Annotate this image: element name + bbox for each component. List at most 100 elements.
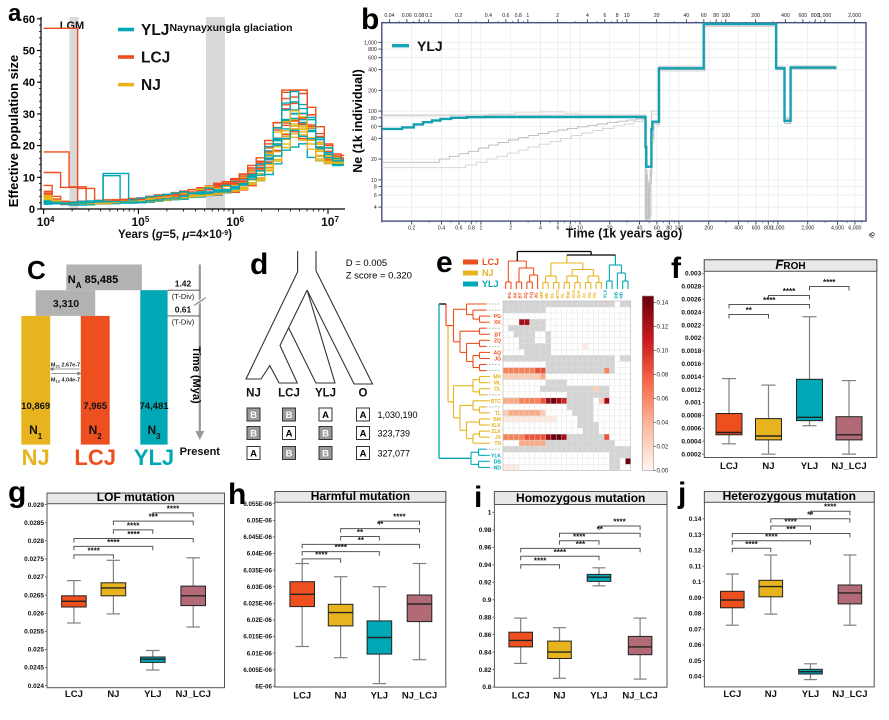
svg-text:10,869: 10,869 — [21, 401, 50, 412]
svg-text:323,739: 323,739 — [378, 429, 411, 439]
svg-text:fb: fb — [868, 231, 877, 240]
svg-text:0.94: 0.94 — [479, 562, 492, 569]
svg-text:ZQ: ZQ — [523, 292, 528, 299]
svg-text:b: b — [361, 3, 379, 36]
svg-text:800: 800 — [811, 13, 820, 19]
svg-text:YLJ: YLJ — [590, 691, 607, 702]
svg-text:0.4: 0.4 — [485, 13, 492, 19]
svg-text:0.027: 0.027 — [28, 574, 45, 581]
svg-text:6.05E-06: 6.05E-06 — [247, 518, 273, 525]
svg-text:PG: PG — [494, 314, 501, 320]
svg-text:DB: DB — [494, 459, 502, 465]
svg-text:g: g — [8, 476, 26, 509]
svg-text:2: 2 — [556, 13, 559, 19]
svg-text:**: ** — [807, 510, 814, 519]
svg-text:B: B — [322, 429, 329, 440]
svg-text:YLJ: YLJ — [482, 279, 499, 289]
svg-text:****: **** — [534, 556, 547, 565]
svg-text:Present: Present — [180, 446, 221, 458]
svg-text:20: 20 — [23, 141, 35, 153]
svg-text:0.07: 0.07 — [689, 626, 702, 633]
svg-text:0.1: 0.1 — [425, 13, 432, 19]
svg-text:A: A — [360, 429, 367, 440]
svg-text:0.0014: 0.0014 — [681, 374, 701, 381]
svg-text:YLJ: YLJ — [801, 461, 818, 472]
svg-text:0.61: 0.61 — [175, 305, 192, 315]
svg-text:0.003: 0.003 — [685, 271, 702, 278]
svg-text:0.026: 0.026 — [28, 610, 45, 617]
svg-text:****: **** — [765, 532, 778, 541]
svg-text:0.1: 0.1 — [692, 579, 701, 586]
svg-text:0.0018: 0.0018 — [681, 348, 701, 355]
svg-text:0.9: 0.9 — [482, 597, 491, 604]
svg-text:AQ: AQ — [494, 350, 502, 356]
svg-text:40: 40 — [684, 13, 690, 19]
svg-text:0.8: 0.8 — [482, 684, 491, 691]
svg-text:0.2: 0.2 — [408, 226, 415, 232]
svg-text:6E-06: 6E-06 — [255, 684, 272, 691]
svg-text:O: O — [359, 388, 368, 400]
svg-text:8: 8 — [374, 185, 377, 191]
svg-text:****: **** — [87, 546, 100, 555]
svg-text:1: 1 — [488, 510, 492, 517]
svg-text:6.015E-06: 6.015E-06 — [243, 634, 272, 641]
svg-text:104: 104 — [37, 215, 55, 230]
svg-text:60: 60 — [371, 124, 377, 130]
svg-text:0.96: 0.96 — [479, 545, 492, 552]
svg-text:XLK: XLK — [571, 289, 576, 299]
svg-text:6.005E-06: 6.005E-06 — [243, 667, 272, 674]
svg-text:LCJ: LCJ — [293, 691, 311, 702]
svg-text:MR: MR — [493, 375, 501, 381]
svg-text:A: A — [360, 449, 367, 460]
svg-text:NJ: NJ — [482, 268, 494, 278]
svg-text:30: 30 — [23, 109, 35, 121]
svg-text:ND: ND — [619, 291, 624, 298]
svg-text:20: 20 — [607, 226, 613, 232]
svg-text:80: 80 — [713, 13, 719, 19]
svg-text:NJ: NJ — [107, 689, 119, 700]
svg-text:6.045E-06: 6.045E-06 — [243, 534, 272, 541]
svg-text:**: ** — [597, 525, 604, 534]
svg-text:****: **** — [167, 504, 180, 513]
svg-text:****: **** — [393, 513, 406, 522]
svg-text:0.12: 0.12 — [657, 325, 669, 331]
svg-text:6: 6 — [374, 193, 377, 199]
svg-text:BT: BT — [494, 332, 501, 338]
svg-text:0.04: 0.04 — [689, 674, 702, 681]
svg-text:10: 10 — [371, 178, 377, 184]
svg-text:MR: MR — [539, 291, 544, 299]
svg-text:0.82: 0.82 — [479, 667, 492, 674]
svg-text:Homozygous mutation: Homozygous mutation — [516, 491, 645, 505]
svg-text:0.4: 0.4 — [438, 226, 445, 232]
svg-text:****: **** — [745, 540, 758, 549]
svg-text:YLJ: YLJ — [371, 691, 388, 702]
svg-text:YLJ: YLJ — [802, 689, 819, 700]
svg-text:NJ_LCJ: NJ_LCJ — [831, 461, 866, 472]
svg-text:0.0008: 0.0008 — [681, 413, 701, 420]
svg-text:40: 40 — [371, 136, 377, 142]
svg-text:4: 4 — [374, 205, 377, 211]
svg-text:0.6: 0.6 — [502, 13, 509, 19]
svg-text:0.04: 0.04 — [657, 421, 669, 427]
svg-text:JG: JG — [494, 357, 501, 363]
svg-text:B: B — [286, 449, 293, 460]
svg-text:XK: XK — [494, 320, 501, 326]
svg-text:***: *** — [786, 525, 796, 534]
svg-text:B: B — [322, 449, 329, 460]
svg-text:0.88: 0.88 — [479, 614, 492, 621]
svg-text:6.055E-06: 6.055E-06 — [243, 501, 272, 508]
svg-text:6.01E-06: 6.01E-06 — [247, 650, 273, 657]
svg-text:Time (Mya): Time (Mya) — [190, 346, 202, 404]
svg-text:1.42: 1.42 — [175, 279, 192, 289]
svg-text:TN: TN — [592, 293, 597, 299]
svg-text:A: A — [322, 410, 329, 421]
svg-text:3,310: 3,310 — [53, 298, 79, 310]
svg-text:Effective population size: Effective population size — [6, 55, 21, 207]
svg-text:40: 40 — [23, 77, 35, 89]
svg-text:XK: XK — [512, 291, 517, 298]
svg-text:BTC: BTC — [491, 399, 502, 405]
svg-text:DB: DB — [613, 291, 618, 298]
svg-text:0.11: 0.11 — [689, 563, 702, 570]
svg-text:***: *** — [576, 540, 586, 549]
svg-text:Naynayxungla glaciation: Naynayxungla glaciation — [169, 22, 292, 34]
